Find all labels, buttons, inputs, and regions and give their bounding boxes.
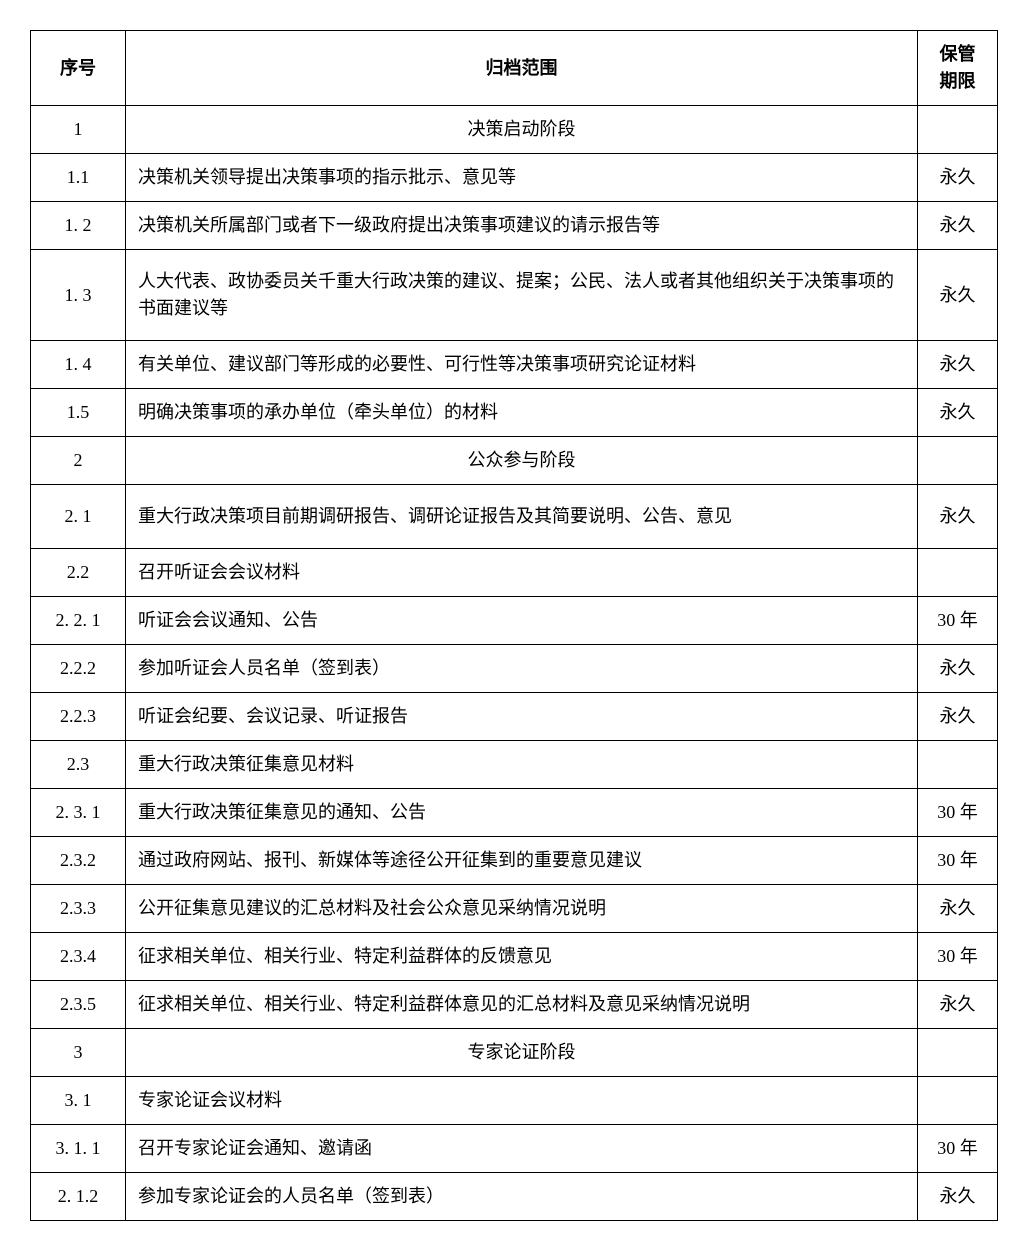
cell-seq: 2.3.5 — [31, 981, 126, 1029]
cell-scope: 专家论证阶段 — [126, 1029, 918, 1077]
cell-period: 永久 — [918, 885, 998, 933]
cell-scope: 有关单位、建议部门等形成的必要性、可行性等决策事项研究论证材料 — [126, 341, 918, 389]
cell-scope: 重大行政决策征集意见的通知、公告 — [126, 789, 918, 837]
table-row: 1. 2决策机关所属部门或者下一级政府提出决策事项建议的请示报告等永久 — [31, 202, 998, 250]
cell-seq: 2.3.3 — [31, 885, 126, 933]
cell-seq: 1. 3 — [31, 250, 126, 341]
table-header: 序号 归档范围 保管 期限 — [31, 31, 998, 106]
table-row: 2. 1重大行政决策项目前期调研报告、调研论证报告及其简要说明、公告、意见永久 — [31, 485, 998, 549]
cell-period: 永久 — [918, 250, 998, 341]
table-row: 3. 1专家论证会议材料 — [31, 1077, 998, 1125]
cell-period: 永久 — [918, 981, 998, 1029]
cell-seq: 3 — [31, 1029, 126, 1077]
cell-period — [918, 549, 998, 597]
table-row: 2.3.3公开征集意见建议的汇总材料及社会公众意见采纳情况说明永久 — [31, 885, 998, 933]
table-row: 1.1决策机关领导提出决策事项的指示批示、意见等永久 — [31, 154, 998, 202]
cell-seq: 2. 2. 1 — [31, 597, 126, 645]
cell-seq: 2. 3. 1 — [31, 789, 126, 837]
cell-seq: 2.2 — [31, 549, 126, 597]
cell-scope: 决策机关所属部门或者下一级政府提出决策事项建议的请示报告等 — [126, 202, 918, 250]
cell-period: 永久 — [918, 389, 998, 437]
cell-scope: 决策机关领导提出决策事项的指示批示、意见等 — [126, 154, 918, 202]
table-row: 3专家论证阶段 — [31, 1029, 998, 1077]
table-row: 2公众参与阶段 — [31, 437, 998, 485]
cell-scope: 参加听证会人员名单（签到表） — [126, 645, 918, 693]
cell-scope: 专家论证会议材料 — [126, 1077, 918, 1125]
table-row: 2. 1.2参加专家论证会的人员名单（签到表）永久 — [31, 1173, 998, 1221]
cell-period: 永久 — [918, 485, 998, 549]
cell-seq: 1.5 — [31, 389, 126, 437]
table-row: 1决策启动阶段 — [31, 106, 998, 154]
table-row: 2.2.2参加听证会人员名单（签到表）永久 — [31, 645, 998, 693]
cell-seq: 3. 1. 1 — [31, 1125, 126, 1173]
cell-period: 30 年 — [918, 837, 998, 885]
cell-period: 30 年 — [918, 933, 998, 981]
cell-period: 30 年 — [918, 1125, 998, 1173]
archive-scope-table: 序号 归档范围 保管 期限 1决策启动阶段1.1决策机关领导提出决策事项的指示批… — [30, 30, 998, 1221]
cell-seq: 1. 4 — [31, 341, 126, 389]
cell-period: 永久 — [918, 1173, 998, 1221]
cell-seq: 1 — [31, 106, 126, 154]
cell-period: 永久 — [918, 645, 998, 693]
table-row: 2.2.3听证会纪要、会议记录、听证报告永久 — [31, 693, 998, 741]
cell-seq: 2.3.4 — [31, 933, 126, 981]
cell-period — [918, 1077, 998, 1125]
cell-scope: 召开听证会会议材料 — [126, 549, 918, 597]
cell-seq: 2 — [31, 437, 126, 485]
cell-scope: 召开专家论证会通知、邀请函 — [126, 1125, 918, 1173]
table-row: 2.2召开听证会会议材料 — [31, 549, 998, 597]
table-row: 1. 4有关单位、建议部门等形成的必要性、可行性等决策事项研究论证材料永久 — [31, 341, 998, 389]
cell-scope: 决策启动阶段 — [126, 106, 918, 154]
table-row: 1.5明确决策事项的承办单位（牵头单位）的材料永久 — [31, 389, 998, 437]
table-row: 2.3.2通过政府网站、报刊、新媒体等途径公开征集到的重要意见建议30 年 — [31, 837, 998, 885]
cell-period — [918, 741, 998, 789]
cell-seq: 2. 1 — [31, 485, 126, 549]
cell-scope: 公开征集意见建议的汇总材料及社会公众意见采纳情况说明 — [126, 885, 918, 933]
table-row: 2. 2. 1听证会会议通知、公告30 年 — [31, 597, 998, 645]
cell-seq: 2.3 — [31, 741, 126, 789]
table-row: 2. 3. 1重大行政决策征集意见的通知、公告30 年 — [31, 789, 998, 837]
cell-scope: 听证会会议通知、公告 — [126, 597, 918, 645]
table-body: 1决策启动阶段1.1决策机关领导提出决策事项的指示批示、意见等永久1. 2决策机… — [31, 106, 998, 1221]
cell-scope: 明确决策事项的承办单位（牵头单位）的材料 — [126, 389, 918, 437]
cell-period — [918, 1029, 998, 1077]
cell-scope: 通过政府网站、报刊、新媒体等途径公开征集到的重要意见建议 — [126, 837, 918, 885]
cell-scope: 重大行政决策征集意见材料 — [126, 741, 918, 789]
cell-period — [918, 106, 998, 154]
cell-period: 永久 — [918, 202, 998, 250]
cell-period: 30 年 — [918, 597, 998, 645]
cell-period — [918, 437, 998, 485]
cell-scope: 参加专家论证会的人员名单（签到表） — [126, 1173, 918, 1221]
cell-seq: 3. 1 — [31, 1077, 126, 1125]
table-row: 2.3重大行政决策征集意见材料 — [31, 741, 998, 789]
cell-scope: 公众参与阶段 — [126, 437, 918, 485]
cell-seq: 2. 1.2 — [31, 1173, 126, 1221]
table-row: 3. 1. 1召开专家论证会通知、邀请函30 年 — [31, 1125, 998, 1173]
table-row: 2.3.5征求相关单位、相关行业、特定利益群体意见的汇总材料及意见采纳情况说明永… — [31, 981, 998, 1029]
cell-seq: 2.2.2 — [31, 645, 126, 693]
cell-scope: 人大代表、政协委员关千重大行政决策的建议、提案；公民、法人或者其他组织关于决策事… — [126, 250, 918, 341]
cell-period: 30 年 — [918, 789, 998, 837]
cell-scope: 征求相关单位、相关行业、特定利益群体意见的汇总材料及意见采纳情况说明 — [126, 981, 918, 1029]
header-seq: 序号 — [31, 31, 126, 106]
header-scope: 归档范围 — [126, 31, 918, 106]
table-row: 2.3.4征求相关单位、相关行业、特定利益群体的反馈意见30 年 — [31, 933, 998, 981]
cell-scope: 听证会纪要、会议记录、听证报告 — [126, 693, 918, 741]
cell-period: 永久 — [918, 693, 998, 741]
table-row: 1. 3人大代表、政协委员关千重大行政决策的建议、提案；公民、法人或者其他组织关… — [31, 250, 998, 341]
cell-period: 永久 — [918, 154, 998, 202]
cell-scope: 重大行政决策项目前期调研报告、调研论证报告及其简要说明、公告、意见 — [126, 485, 918, 549]
header-period: 保管 期限 — [918, 31, 998, 106]
cell-seq: 1. 2 — [31, 202, 126, 250]
cell-scope: 征求相关单位、相关行业、特定利益群体的反馈意见 — [126, 933, 918, 981]
cell-seq: 2.3.2 — [31, 837, 126, 885]
cell-period: 永久 — [918, 341, 998, 389]
cell-seq: 1.1 — [31, 154, 126, 202]
cell-seq: 2.2.3 — [31, 693, 126, 741]
